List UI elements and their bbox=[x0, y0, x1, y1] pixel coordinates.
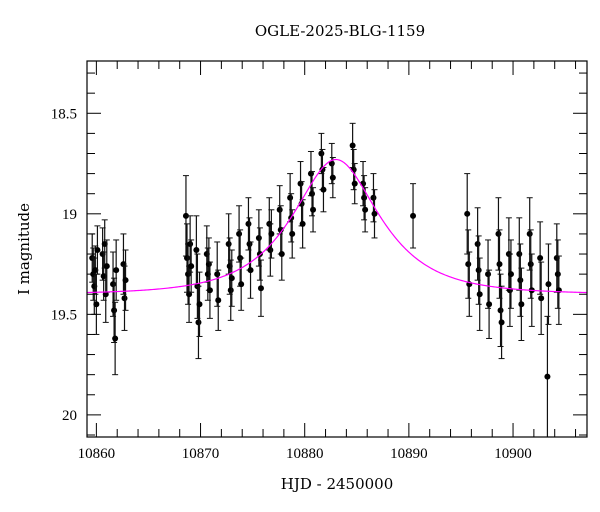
data-point bbox=[94, 225, 101, 275]
data-point bbox=[238, 257, 245, 311]
data-point bbox=[506, 253, 513, 327]
data-point bbox=[256, 227, 263, 281]
data-point bbox=[228, 249, 235, 307]
data-point bbox=[289, 209, 296, 259]
x-axis-label: HJD - 2450000 bbox=[280, 475, 394, 493]
data-point bbox=[257, 259, 264, 317]
chart-title: OGLE-2025-BLG-1159 bbox=[254, 22, 426, 40]
data-point bbox=[507, 239, 514, 309]
data-point bbox=[554, 239, 561, 309]
data-point bbox=[371, 189, 378, 239]
x-tick-label: 10900 bbox=[494, 446, 532, 462]
data-point bbox=[320, 167, 327, 213]
y-tick-label: 19 bbox=[62, 207, 77, 223]
x-tick-label: 10860 bbox=[78, 446, 116, 462]
data-point bbox=[276, 185, 283, 235]
y-tick-label: 20 bbox=[62, 408, 77, 424]
data-point bbox=[465, 229, 472, 299]
data-point bbox=[206, 261, 213, 319]
data-point bbox=[498, 285, 505, 360]
x-tick-label: 10890 bbox=[390, 446, 428, 462]
data-point bbox=[351, 163, 358, 205]
x-tick-label: 10880 bbox=[286, 446, 324, 462]
data-point bbox=[486, 269, 493, 339]
y-tick-label: 19.5 bbox=[51, 307, 77, 323]
data-point bbox=[193, 215, 200, 285]
data-points bbox=[89, 122, 562, 437]
data-point bbox=[195, 285, 202, 360]
data-point bbox=[538, 261, 545, 335]
data-point bbox=[268, 209, 275, 259]
data-point bbox=[497, 273, 504, 348]
data-point bbox=[518, 267, 525, 341]
data-point bbox=[113, 239, 120, 301]
data-point bbox=[247, 241, 254, 299]
data-point bbox=[545, 243, 552, 325]
data-point bbox=[188, 239, 195, 293]
data-point bbox=[349, 122, 356, 169]
data-point bbox=[495, 197, 502, 271]
data-point bbox=[362, 187, 369, 233]
data-point bbox=[214, 241, 221, 307]
data-point bbox=[112, 301, 119, 376]
data-point bbox=[122, 249, 129, 311]
x-tick-label: 10870 bbox=[182, 446, 220, 462]
data-point bbox=[121, 265, 128, 331]
axes-frame: 10860 10870 10880 10890 10900 18.5 19 19.5 20 bbox=[51, 60, 588, 462]
data-point bbox=[544, 315, 551, 437]
data-point bbox=[236, 205, 243, 263]
data-point bbox=[496, 229, 503, 299]
data-point bbox=[329, 157, 336, 199]
data-point bbox=[278, 227, 285, 281]
data-point bbox=[537, 221, 544, 295]
data-point bbox=[485, 239, 492, 309]
data-point bbox=[310, 187, 317, 233]
data-point bbox=[464, 173, 471, 255]
data-point bbox=[215, 269, 222, 331]
y-tick-label: 18.5 bbox=[51, 106, 77, 122]
data-point bbox=[299, 199, 306, 249]
model-curve bbox=[86, 158, 588, 294]
data-point bbox=[410, 183, 417, 249]
data-point bbox=[476, 257, 483, 331]
